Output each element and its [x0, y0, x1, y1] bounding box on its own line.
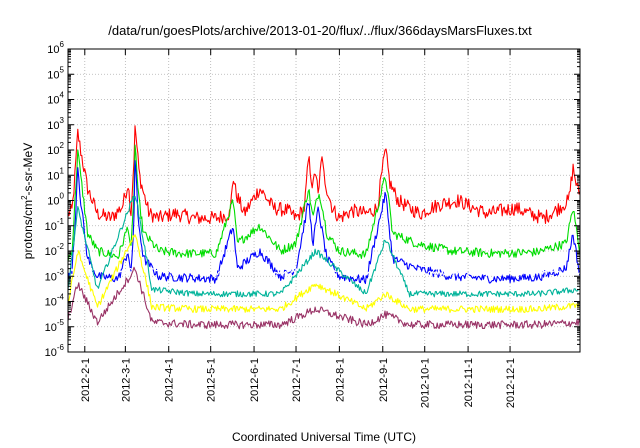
x-tick-label: 2012-9-1: [378, 358, 390, 402]
x-tick-label: 2012-5-1: [206, 358, 218, 402]
y-tick-label: 10-4: [45, 293, 65, 309]
x-axis: 2012-2-1 2012-3-1 2012-4-1 2012-5-1 2012-6-1…: [80, 49, 517, 408]
y-tick-label-exp: 3: [60, 116, 65, 125]
y-tick-label-exp: -6: [57, 343, 65, 352]
y-tick-label-exp: 2: [60, 141, 65, 150]
x-tick-label: 2012-6-1: [249, 358, 261, 402]
gridlines: [68, 49, 580, 352]
y-axis-label-sup: 2: [20, 195, 29, 200]
x-tick-label: 2012-3-1: [120, 358, 132, 402]
y-tick-label: 104: [47, 91, 64, 107]
y-tick-label-base: 10: [45, 221, 57, 233]
y-tick-label-exp: -3: [57, 267, 65, 276]
y-tick-label-base: 10: [45, 271, 57, 283]
y-axis-label-tail: -s-sr-MeV: [21, 143, 35, 196]
y-tick-label-exp: -5: [57, 318, 65, 327]
y-tick-label-base: 10: [47, 196, 59, 208]
y-tick-label-exp: -2: [57, 242, 65, 251]
x-tick-label: 2012-4-1: [164, 358, 176, 402]
x-tick-label: 2012-7-1: [291, 358, 303, 402]
series-line: [67, 234, 581, 314]
y-tick-label-exp: 6: [60, 40, 65, 49]
y-tick-label-exp: 5: [60, 65, 65, 74]
y-tick-label-base: 10: [45, 246, 57, 258]
y-tick-label-base: 10: [47, 120, 59, 132]
x-axis-label: Coordinated Universal Time (UTC): [232, 430, 416, 444]
y-tick-label: 10-5: [45, 318, 65, 334]
y-tick-label-exp: -1: [57, 217, 65, 226]
y-tick-label-exp: -4: [57, 293, 65, 302]
y-tick-label-base: 10: [47, 44, 59, 56]
x-tick-label: 2012-2-1: [80, 358, 92, 402]
series-line: [67, 195, 581, 298]
series-line: [67, 160, 581, 285]
y-tick-label: 106: [47, 40, 64, 56]
x-tick-label: 2012-11-1: [463, 358, 475, 407]
y-tick-label-exp: 0: [60, 192, 65, 201]
y-tick-label-base: 10: [45, 322, 57, 334]
y-tick-label: 103: [47, 116, 64, 132]
y-tick-label: 10-3: [45, 267, 65, 283]
series-group: [67, 125, 581, 330]
y-tick-label-base: 10: [47, 95, 59, 107]
y-tick-label: 102: [47, 141, 64, 157]
y-tick-label: 101: [47, 166, 64, 182]
y-tick-label-exp: 4: [60, 91, 65, 100]
x-tick-label: 2012-10-1: [420, 358, 432, 408]
y-tick-label: 10-6: [45, 343, 65, 359]
y-tick-label-base: 10: [45, 347, 57, 359]
x-tick-label: 2012-8-1: [334, 358, 346, 402]
y-tick-label-base: 10: [45, 297, 57, 309]
x-tick-label: 2012-12-1: [505, 358, 517, 408]
y-axis-label: protons/cm2-s-sr-MeV: [20, 143, 35, 259]
series-line: [67, 266, 581, 277]
y-axis-label-main: protons/cm: [21, 200, 35, 259]
y-tick-label: 10-2: [45, 242, 65, 258]
y-tick-label: 10-1: [45, 217, 65, 233]
y-tick-label: 105: [47, 65, 64, 81]
y-axis: 10-610-510-410-310-210-11001011021031041…: [45, 40, 580, 359]
chart-title: /data/run/goesPlots/archive/2013-01-20/f…: [108, 23, 532, 38]
y-tick-label-base: 10: [47, 145, 59, 157]
y-tick-label-base: 10: [47, 69, 59, 81]
y-tick-label-exp: 1: [60, 166, 65, 175]
series-line: [67, 125, 581, 225]
y-tick-label-base: 10: [47, 170, 59, 182]
series-line: [67, 144, 581, 262]
series-line: [67, 266, 581, 330]
y-tick-label: 100: [47, 192, 64, 208]
